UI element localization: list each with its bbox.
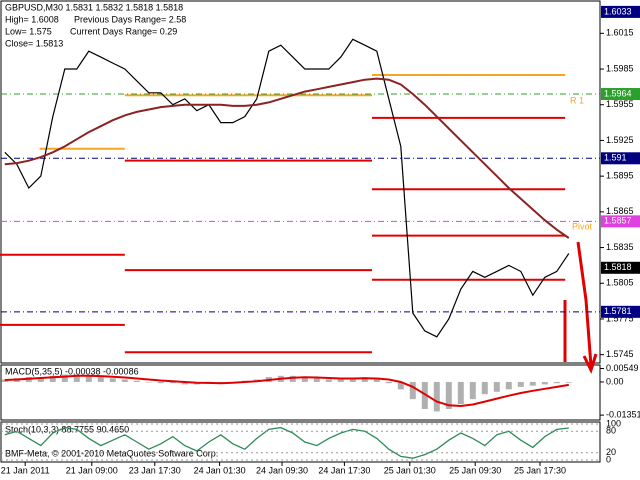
y-tick-label: 1.5985: [606, 63, 634, 73]
x-tick-label: 24 Jan 17:30: [318, 465, 370, 475]
y-tick-label: 1.5865: [606, 206, 634, 216]
stoch-tick-label: 100: [606, 418, 621, 428]
header-low: Low= 1.575: [5, 26, 52, 36]
macd-bar: [373, 379, 380, 382]
stoch-tick-label: 0: [606, 454, 611, 464]
macd-bar: [361, 377, 368, 382]
macd-bar: [397, 381, 404, 390]
macd-bar: [121, 379, 128, 382]
y-tick-label: 1.5955: [606, 99, 634, 109]
macd-bar: [337, 379, 344, 382]
macd-title: MACD(5,35,5) -0.00038 -0.00086: [5, 366, 139, 376]
macd-tick-label: -0.01351: [606, 409, 640, 419]
price-label-box: [601, 5, 640, 18]
price-label: 1.5857: [604, 216, 632, 226]
macd-bar: [325, 379, 332, 382]
macd-bar: [553, 381, 560, 384]
y-tick-label: 1.5925: [606, 135, 634, 145]
macd-bar: [313, 378, 320, 382]
forecast-arrow: [576, 241, 598, 374]
stoch-line: [4, 426, 569, 459]
header-cur-range: Current Days Range= 0.29: [70, 26, 177, 36]
macd-tick-label: 0.00549: [606, 363, 639, 373]
price-label-box: [601, 152, 640, 165]
macd-bar: [289, 375, 296, 382]
macd-bar: [385, 381, 392, 384]
macd-bar: [85, 375, 92, 382]
price-label-box: [601, 215, 640, 228]
macd-signal: [4, 374, 569, 408]
price-label-box: [601, 88, 640, 101]
r1-label: R 1: [570, 95, 584, 105]
header-prev-range: Previous Days Range= 2.58: [74, 14, 186, 24]
macd-bar: [97, 377, 104, 382]
stoch-tick-label: 20: [606, 447, 616, 457]
y-tick-label: 1.5745: [606, 349, 634, 359]
macd-bar: [481, 381, 488, 395]
stoch-panel: [0, 421, 601, 463]
y-tick-label: 1.5895: [606, 171, 634, 181]
x-tick-label: 25 Jan 09:30: [449, 465, 501, 475]
x-tick-label: 25 Jan 17:30: [514, 465, 566, 475]
macd-bar: [505, 381, 512, 390]
x-tick-label: 21 Jan 09:00: [66, 465, 118, 475]
macd-bar: [469, 381, 476, 400]
macd-bar: [1, 379, 8, 382]
macd-bar: [133, 380, 140, 382]
price-label-box: [601, 305, 640, 318]
header-close: Close= 1.5813: [5, 38, 63, 48]
y-tick-label: 1.5835: [606, 242, 634, 252]
macd-bar: [433, 381, 440, 412]
macd-bar: [493, 381, 500, 392]
macd-bar: [565, 381, 572, 383]
x-tick-label: 25 Jan 01:30: [384, 465, 436, 475]
macd-bar: [109, 378, 116, 382]
header-high: High= 1.6008: [5, 14, 59, 24]
macd-bar: [49, 375, 56, 382]
macd-bar: [157, 381, 164, 384]
macd-bar: [457, 381, 464, 405]
stoch-tick-label: 80: [606, 426, 616, 436]
macd-bar: [61, 374, 68, 382]
macd-bar: [301, 377, 308, 382]
macd-tick-label: 0.00: [606, 376, 624, 386]
stoch-title: Stoch(10,3,3) 88.7755 90.4650: [5, 424, 129, 434]
macd-bar: [541, 381, 548, 385]
main-panel: [0, 0, 601, 364]
price-label: 1.5781: [604, 306, 632, 316]
x-tick-label: 24 Jan 01:30: [194, 465, 246, 475]
price-line: [4, 38, 570, 338]
price-label: 1.6033: [604, 6, 632, 16]
macd-bar: [421, 381, 428, 409]
macd-bar: [37, 377, 44, 382]
footer: BMF-Meta, © 2001-2010 MetaQuotes Softwar…: [5, 448, 218, 458]
pivot-label: Pivot: [572, 221, 593, 231]
y-tick-label: 1.5805: [606, 278, 634, 288]
price-line: [4, 77, 570, 239]
macd-bar: [145, 381, 152, 383]
x-tick-label: 24 Jan 09:30: [256, 465, 308, 475]
macd-bar: [181, 381, 188, 385]
y-tick-label: 1.6015: [606, 28, 634, 38]
macd-bar: [517, 381, 524, 387]
macd-panel: [0, 364, 601, 421]
price-label: 1.5964: [604, 88, 632, 98]
macd-bar: [73, 374, 80, 382]
price-label-box: [601, 261, 640, 274]
macd-bar: [409, 381, 416, 400]
macd-bar: [529, 381, 536, 386]
x-tick-label: 23 Jan 17:30: [129, 465, 181, 475]
macd-bar: [349, 378, 356, 382]
macd-bar: [169, 381, 176, 384]
price-label: 1.591: [604, 153, 627, 163]
header-line: GBPUSD,M30 1.5831 1.5832 1.5818 1.5818: [5, 2, 183, 12]
y-tick-label: 1.5775: [606, 313, 634, 323]
x-tick-label: 21 Jan 2011: [1, 465, 50, 475]
price-label: 1.5818: [604, 262, 632, 272]
macd-bar: [445, 381, 452, 409]
